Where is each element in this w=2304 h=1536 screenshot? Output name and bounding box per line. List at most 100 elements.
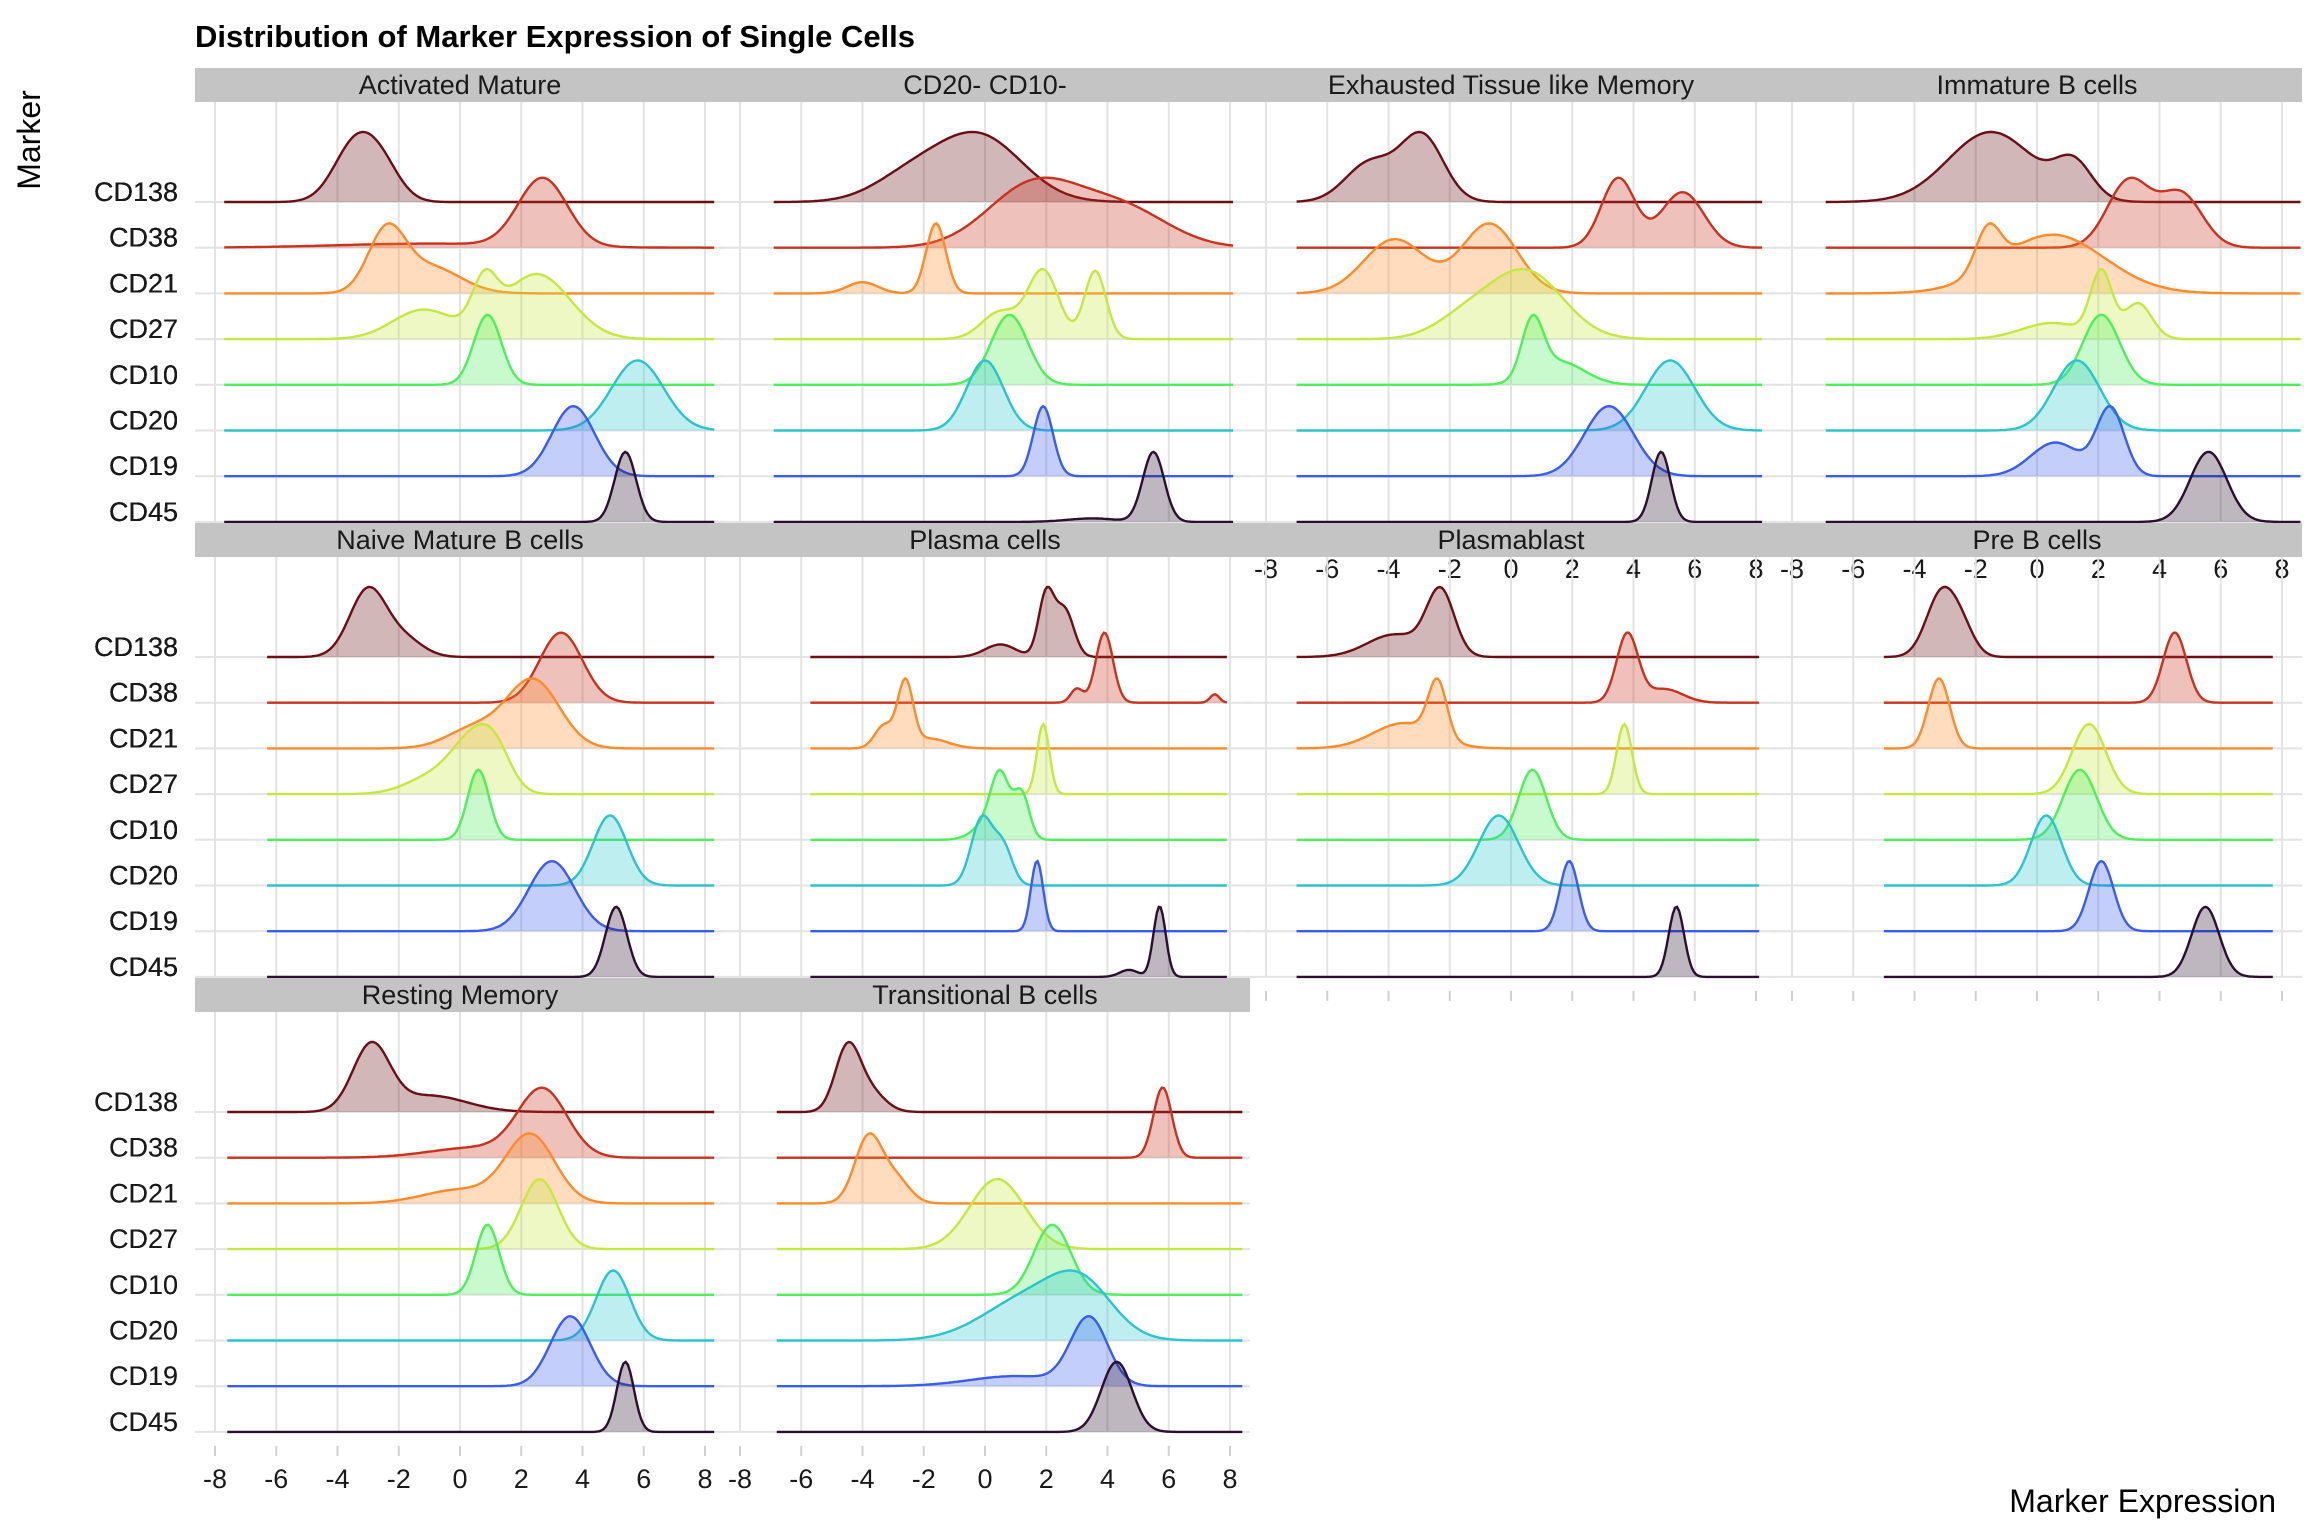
strip-label: Exhausted Tissue like Memory xyxy=(1328,70,1695,100)
ridge-fill-cd38 xyxy=(1296,177,1763,248)
y-tick-label: CD38 xyxy=(109,223,178,253)
x-tick-label: 2 xyxy=(1039,1464,1054,1494)
ridge-fill-cd138 xyxy=(773,132,1234,202)
ridge-line-cd138 xyxy=(224,130,715,204)
ridge-fill-cd10 xyxy=(224,314,715,385)
ridge-line-cd10 xyxy=(1296,768,1760,841)
x-tick-label: -6 xyxy=(264,1464,288,1494)
ridge-line-cd138 xyxy=(773,130,1234,204)
ridge-fill-cd10 xyxy=(227,1224,715,1295)
y-tick-label: CD138 xyxy=(94,632,178,662)
ridge-line-cd19 xyxy=(810,859,1227,933)
y-tick-label: CD138 xyxy=(94,177,178,207)
y-tick-label: CD38 xyxy=(109,678,178,708)
y-tick-label: CD27 xyxy=(109,769,178,799)
y-tick-label: CD45 xyxy=(109,952,178,982)
ridge-fill-cd21 xyxy=(1296,223,1763,294)
strip-label: Immature B cells xyxy=(1936,70,2137,100)
y-tick-label: CD20 xyxy=(109,1316,178,1346)
y-tick-label: CD19 xyxy=(109,906,178,936)
y-tick-label: CD27 xyxy=(109,1224,178,1254)
y-tick-label: CD10 xyxy=(109,360,178,390)
strip-background xyxy=(720,978,1250,1012)
ridge-line-cd38 xyxy=(224,176,715,249)
panel-pre-b-cells: Pre B cells CD138 CD38 CD21 CD27 CD10 CD20 CD19… xyxy=(94,523,2302,1001)
y-tick-label: CD38 xyxy=(109,678,178,708)
ridge-fill-cd27 xyxy=(1296,269,1763,340)
y-tick-label: CD138 xyxy=(94,1087,178,1117)
y-axis-title: Marker xyxy=(11,90,47,190)
y-tick-label: CD138 xyxy=(94,177,178,207)
y-tick-label: CD21 xyxy=(109,268,178,298)
y-tick-label: CD20 xyxy=(109,406,178,436)
ridge-line-cd138 xyxy=(776,1040,1243,1114)
x-tick-label: 6 xyxy=(1161,1464,1176,1494)
ridge-fill-cd20 xyxy=(227,1270,715,1341)
strip-label: Plasmablast xyxy=(1437,525,1585,555)
ridge-fill-cd138 xyxy=(224,132,715,202)
ridge-fill-cd45 xyxy=(810,906,1227,977)
y-tick-label: CD10 xyxy=(109,815,178,845)
ridge-line-cd38 xyxy=(227,1086,715,1159)
y-tick-label: CD138 xyxy=(94,1087,178,1117)
y-tick-label: CD10 xyxy=(109,360,178,390)
y-tick-label: CD38 xyxy=(109,1133,178,1163)
ridge-line-cd138 xyxy=(1883,585,2273,659)
strip-background xyxy=(1772,68,2302,102)
x-tick-label: 0 xyxy=(977,1464,992,1494)
ridge-fill-cd19 xyxy=(227,1316,715,1387)
x-tick-label: -4 xyxy=(850,1464,874,1494)
ridge-line-cd27 xyxy=(224,267,715,341)
ridge-line-cd21 xyxy=(224,222,715,295)
y-tick-label: CD45 xyxy=(109,497,178,527)
x-tick-label: -2 xyxy=(387,1464,411,1494)
ridge-fill-cd21 xyxy=(227,1133,715,1204)
facet-panels: Activated Mature CD138 CD38 CD21 CD27 CD10 CD2… xyxy=(94,68,2302,1494)
ridge-fill-cd20 xyxy=(1296,815,1760,886)
ridge-fill-cd21 xyxy=(1883,678,2273,749)
ridge-line-cd20 xyxy=(1825,359,2301,432)
ridge-line-cd38 xyxy=(773,176,1234,249)
y-tick-label: CD10 xyxy=(109,1270,178,1300)
ridge-line-cd20 xyxy=(224,359,715,432)
y-tick-label: CD38 xyxy=(109,678,178,708)
ridge-fill-cd19 xyxy=(1825,406,2301,477)
ridge-fill-cd21 xyxy=(810,678,1227,749)
strip-label: Activated Mature xyxy=(359,70,562,100)
ridge-line-cd27 xyxy=(776,1177,1243,1251)
ridge-line-cd38 xyxy=(810,631,1228,704)
y-tick-label: CD27 xyxy=(109,1224,178,1254)
ridge-fill-cd19 xyxy=(224,406,715,477)
ridge-line-cd19 xyxy=(1883,859,2273,933)
ridge-fill-cd21 xyxy=(267,678,715,749)
y-tick-label: CD45 xyxy=(109,952,178,982)
ridge-fill-cd19 xyxy=(267,861,715,932)
ridge-line-cd10 xyxy=(1883,768,2273,841)
ridge-line-cd20 xyxy=(773,359,1234,432)
ridge-fill-cd45 xyxy=(1825,451,2301,522)
ridge-fill-cd21 xyxy=(776,1133,1243,1204)
x-tick-label: 0 xyxy=(452,1464,467,1494)
ridge-fill-cd45 xyxy=(1296,451,1763,522)
y-tick-label: CD38 xyxy=(109,1133,178,1163)
ridge-line-cd19 xyxy=(224,404,715,478)
x-tick-label: -8 xyxy=(728,1464,752,1494)
panel-activated-mature: Activated Mature CD138 CD38 CD21 CD27 CD10 CD2… xyxy=(94,68,725,546)
ridge-fill-cd45 xyxy=(227,1361,715,1432)
y-tick-label: CD20 xyxy=(109,406,178,436)
y-tick-label: CD138 xyxy=(94,632,178,662)
ridge-fill-cd45 xyxy=(1296,906,1760,977)
ridge-line-cd19 xyxy=(773,404,1234,478)
ridge-line-cd19 xyxy=(1825,404,2301,478)
ridge-line-cd21 xyxy=(1296,222,1763,295)
x-tick-label: 8 xyxy=(697,1464,712,1494)
ridge-line-cd10 xyxy=(224,313,715,386)
ridge-line-cd20 xyxy=(227,1269,715,1342)
y-tick-label: CD38 xyxy=(109,223,178,253)
x-tick-label: 8 xyxy=(1222,1464,1237,1494)
ridge-line-cd10 xyxy=(267,768,715,841)
ridge-fill-cd20 xyxy=(776,1270,1243,1341)
y-tick-label: CD21 xyxy=(109,268,178,298)
y-tick-label: CD19 xyxy=(109,451,178,481)
y-tick-label: CD21 xyxy=(109,1178,178,1208)
